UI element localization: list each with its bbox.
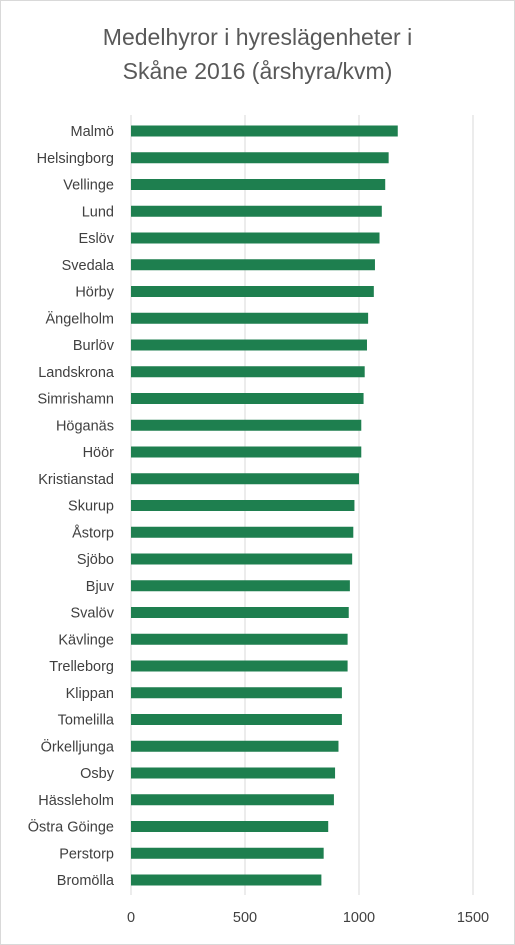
category-label: Eslöv: [79, 231, 115, 247]
category-label: Klippan: [66, 686, 114, 702]
bar: [131, 500, 355, 511]
category-labels: Malmö Helsingborg Vellinge Lund Eslöv Svedala…: [28, 124, 115, 889]
category-label: Lund: [82, 204, 114, 220]
category-label: Hörby: [75, 285, 114, 301]
category-label: Örkelljunga: [41, 737, 115, 755]
bar: [131, 366, 365, 378]
category-label: Höganäs: [56, 418, 114, 434]
category-label: Malmö: [70, 124, 114, 140]
bar: [131, 286, 374, 297]
category-label: Svedala: [62, 258, 115, 274]
chart-title-line-2: Skåne 2016 (årshyra/kvm): [122, 58, 393, 84]
category-label: Vellinge: [63, 178, 114, 194]
category-label: Perstorp: [59, 846, 114, 862]
bar: [131, 794, 334, 806]
bar: [131, 259, 375, 271]
category-label: Ängelholm: [45, 310, 114, 327]
category-label: Skurup: [68, 499, 114, 515]
bar: [131, 232, 380, 244]
bar: [131, 607, 349, 618]
category-label: Bjuv: [86, 579, 115, 595]
bars: [131, 125, 398, 886]
category-label: Bromölla: [57, 873, 115, 889]
bar: [131, 660, 348, 672]
category-label: Osby: [80, 766, 115, 782]
category-label: Trelleborg: [49, 659, 114, 675]
category-label: Kristianstad: [38, 472, 114, 488]
category-label: Höör: [83, 445, 115, 461]
bar: [131, 553, 353, 565]
chart-title: Medelhyror i hyreslägenheter i Skåne 201…: [0, 20, 515, 88]
bar: [131, 473, 359, 485]
x-tick-label: 0: [127, 910, 135, 926]
chart-title-line-1: Medelhyror i hyreslägenheter i: [102, 24, 413, 50]
bar: [131, 152, 389, 164]
bar: [131, 419, 362, 431]
bar: [131, 339, 367, 351]
bar: [131, 179, 386, 190]
bar: [131, 821, 329, 832]
bar: [131, 633, 348, 645]
bar: [131, 580, 350, 592]
bar: [131, 767, 336, 779]
x-tick-label: 1000: [343, 910, 375, 926]
category-label: Svalöv: [70, 606, 114, 622]
category-label: Hässleholm: [38, 793, 114, 809]
bar: [131, 874, 322, 886]
category-label: Tomelilla: [58, 713, 115, 729]
category-label: Simrishamn: [37, 392, 114, 408]
bar: [131, 847, 324, 859]
category-label: Sjöbo: [77, 552, 114, 568]
category-label: Kävlinge: [58, 632, 114, 648]
bar: [131, 125, 398, 137]
bar: [131, 393, 364, 404]
bar: [131, 687, 342, 699]
category-label: Åstorp: [72, 524, 114, 541]
bar: [131, 312, 369, 324]
x-tick-label: 500: [233, 910, 257, 926]
bar: [131, 526, 354, 538]
bar: [131, 714, 342, 725]
x-tick-labels: 0 500 1000 1500: [127, 910, 489, 926]
category-label: Landskrona: [38, 365, 115, 381]
bar: [131, 205, 382, 217]
category-label: Burlöv: [73, 338, 115, 354]
x-tick-label: 1500: [457, 910, 489, 926]
bar: [131, 740, 339, 752]
category-label: Östra Göinge: [28, 818, 114, 836]
category-label: Helsingborg: [37, 151, 114, 167]
bar: [131, 446, 362, 458]
